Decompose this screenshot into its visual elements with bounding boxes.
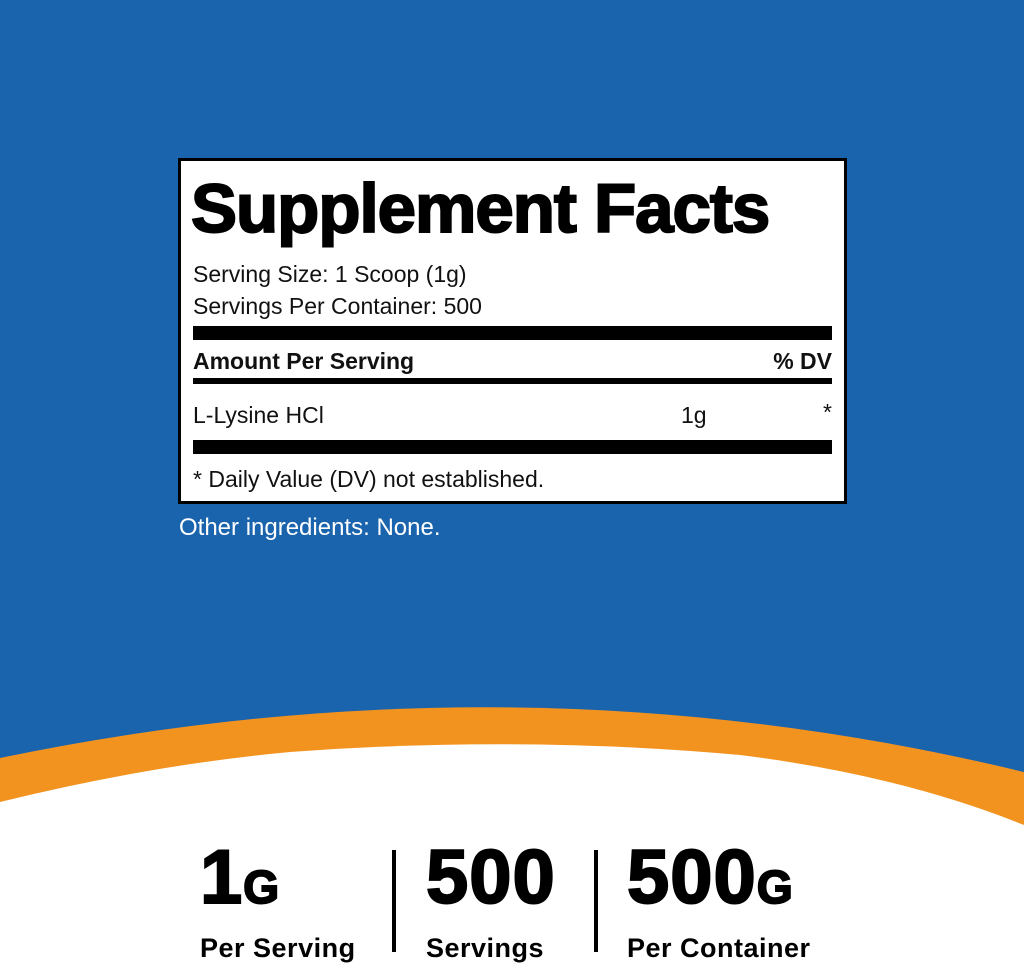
supplement-facts-panel: Supplement Facts Serving Size: 1 Scoop (… [178,158,847,504]
ingredient-name: L-Lysine HCl [193,402,324,428]
stat-per-container: 500G Per Container [626,835,811,964]
stat-unit: G [242,860,281,914]
panel-title: Supplement Facts [190,169,771,248]
stat-value: 1 [199,835,244,920]
stat-divider [392,850,396,952]
amount-per-serving-header: Amount Per Serving [193,348,415,374]
white-area [0,744,1024,955]
other-ingredients: Other ingredients: None. [179,514,441,541]
stat-label: Per Serving [200,933,356,963]
stat-label: Per Container [627,933,811,963]
ingredient-amount: 1g [681,402,707,428]
footnote: * Daily Value (DV) not established. [193,466,545,492]
stat-label: Servings [426,933,545,963]
stat-value: 500 [425,835,556,920]
dv-header: % DV [773,348,832,374]
serving-size: Serving Size: 1 Scoop (1g) [193,261,467,287]
stat-value: 500 [626,835,757,920]
servings-per-container: Servings Per Container: 500 [193,293,482,319]
stat-servings: 500 Servings [425,835,556,964]
stat-divider [594,850,598,952]
ingredient-dv: * [823,399,832,425]
divider-thick [193,326,832,340]
divider [193,378,832,384]
stat-unit: G [756,860,794,914]
stat-per-serving: 1G Per Serving [199,835,356,964]
divider-thick [193,440,832,454]
